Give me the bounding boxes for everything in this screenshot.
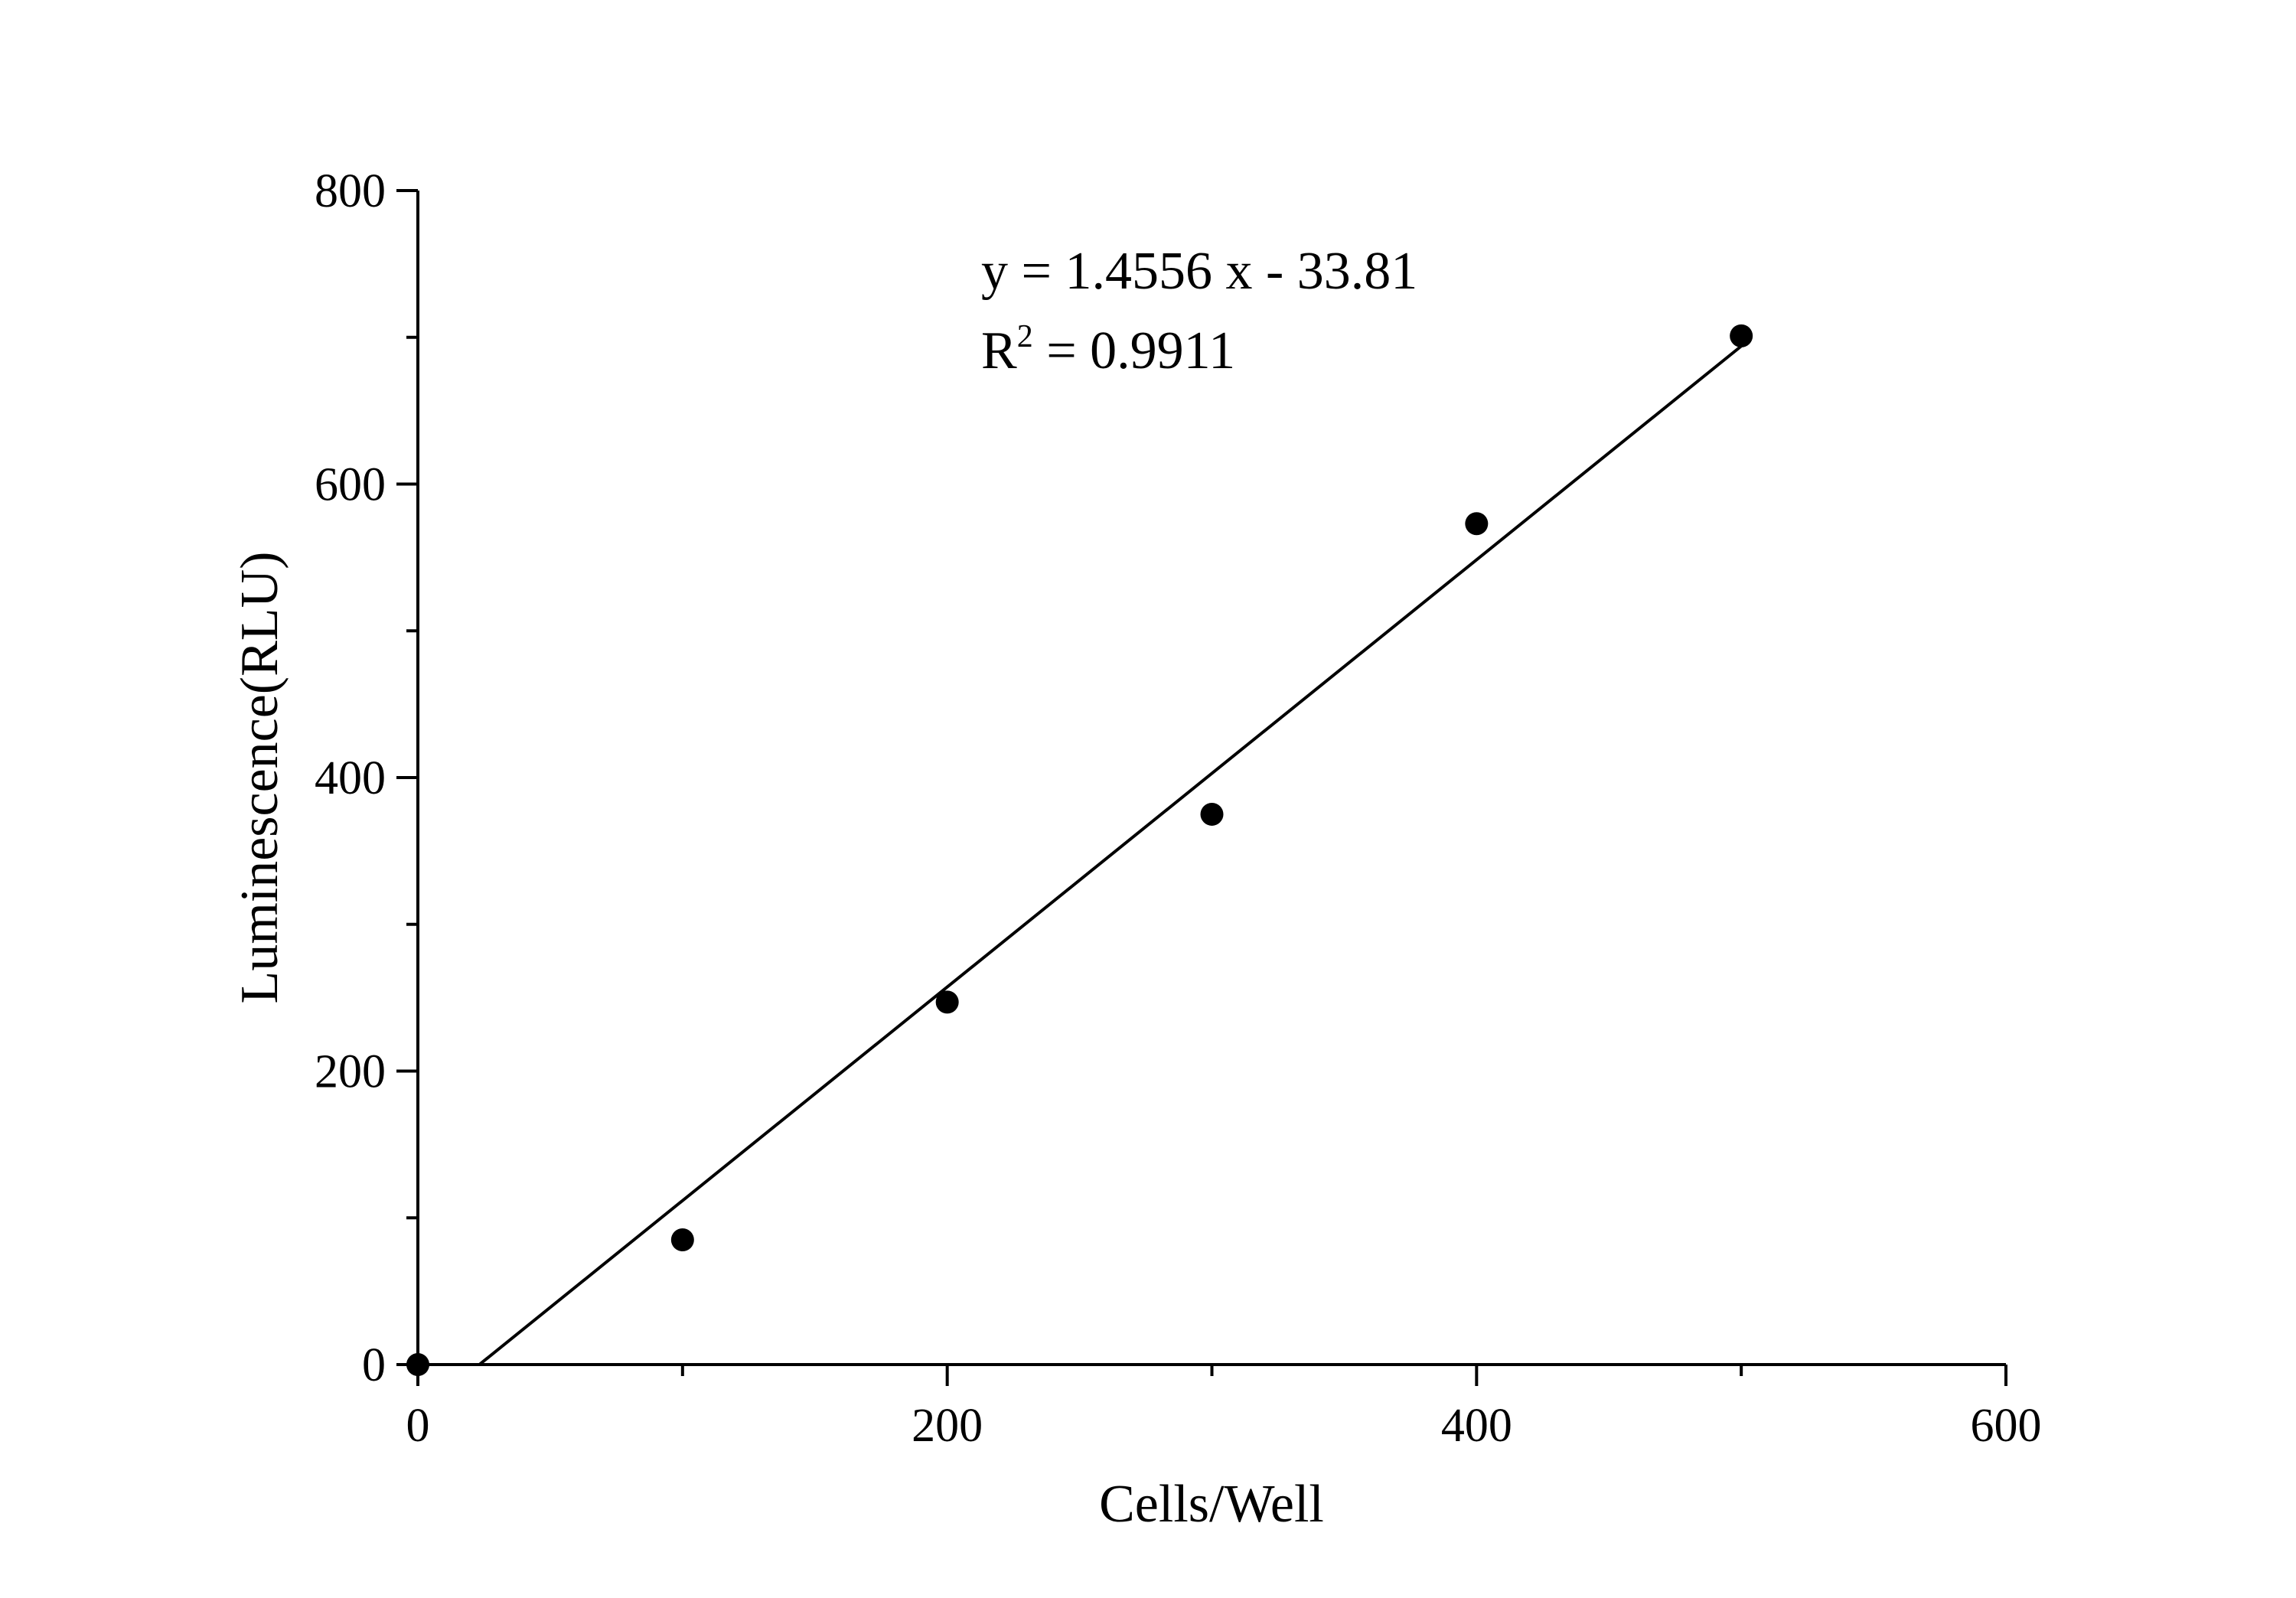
y-tick-label: 400 bbox=[315, 752, 386, 804]
x-tick-label: 600 bbox=[1971, 1400, 2042, 1452]
annotation: R2 = 0.9911 bbox=[981, 319, 1235, 380]
data-point bbox=[935, 990, 959, 1014]
y-tick-label: 0 bbox=[362, 1339, 386, 1391]
data-point bbox=[1730, 324, 1753, 347]
y-axis-label: Luminescence(RLU) bbox=[230, 552, 289, 1004]
fit-line bbox=[478, 344, 1743, 1366]
x-tick-label: 400 bbox=[1441, 1400, 1512, 1452]
annotation: y = 1.4556 x - 33.81 bbox=[981, 242, 1417, 301]
y-tick-label: 800 bbox=[315, 165, 386, 217]
data-point bbox=[1465, 512, 1489, 536]
data-point bbox=[406, 1353, 429, 1376]
annotation-superscript: 2 bbox=[1017, 319, 1033, 354]
annotation-text: R bbox=[981, 321, 1017, 380]
annotation-text: = 0.9911 bbox=[1033, 321, 1235, 380]
data-point bbox=[1200, 802, 1224, 826]
y-tick-label: 200 bbox=[315, 1046, 386, 1098]
x-axis-label: Cells/Well bbox=[1099, 1475, 1324, 1534]
y-tick-label: 600 bbox=[315, 459, 386, 511]
x-tick-label: 200 bbox=[912, 1400, 983, 1452]
x-tick-label: 0 bbox=[406, 1400, 430, 1452]
data-point bbox=[670, 1228, 694, 1252]
